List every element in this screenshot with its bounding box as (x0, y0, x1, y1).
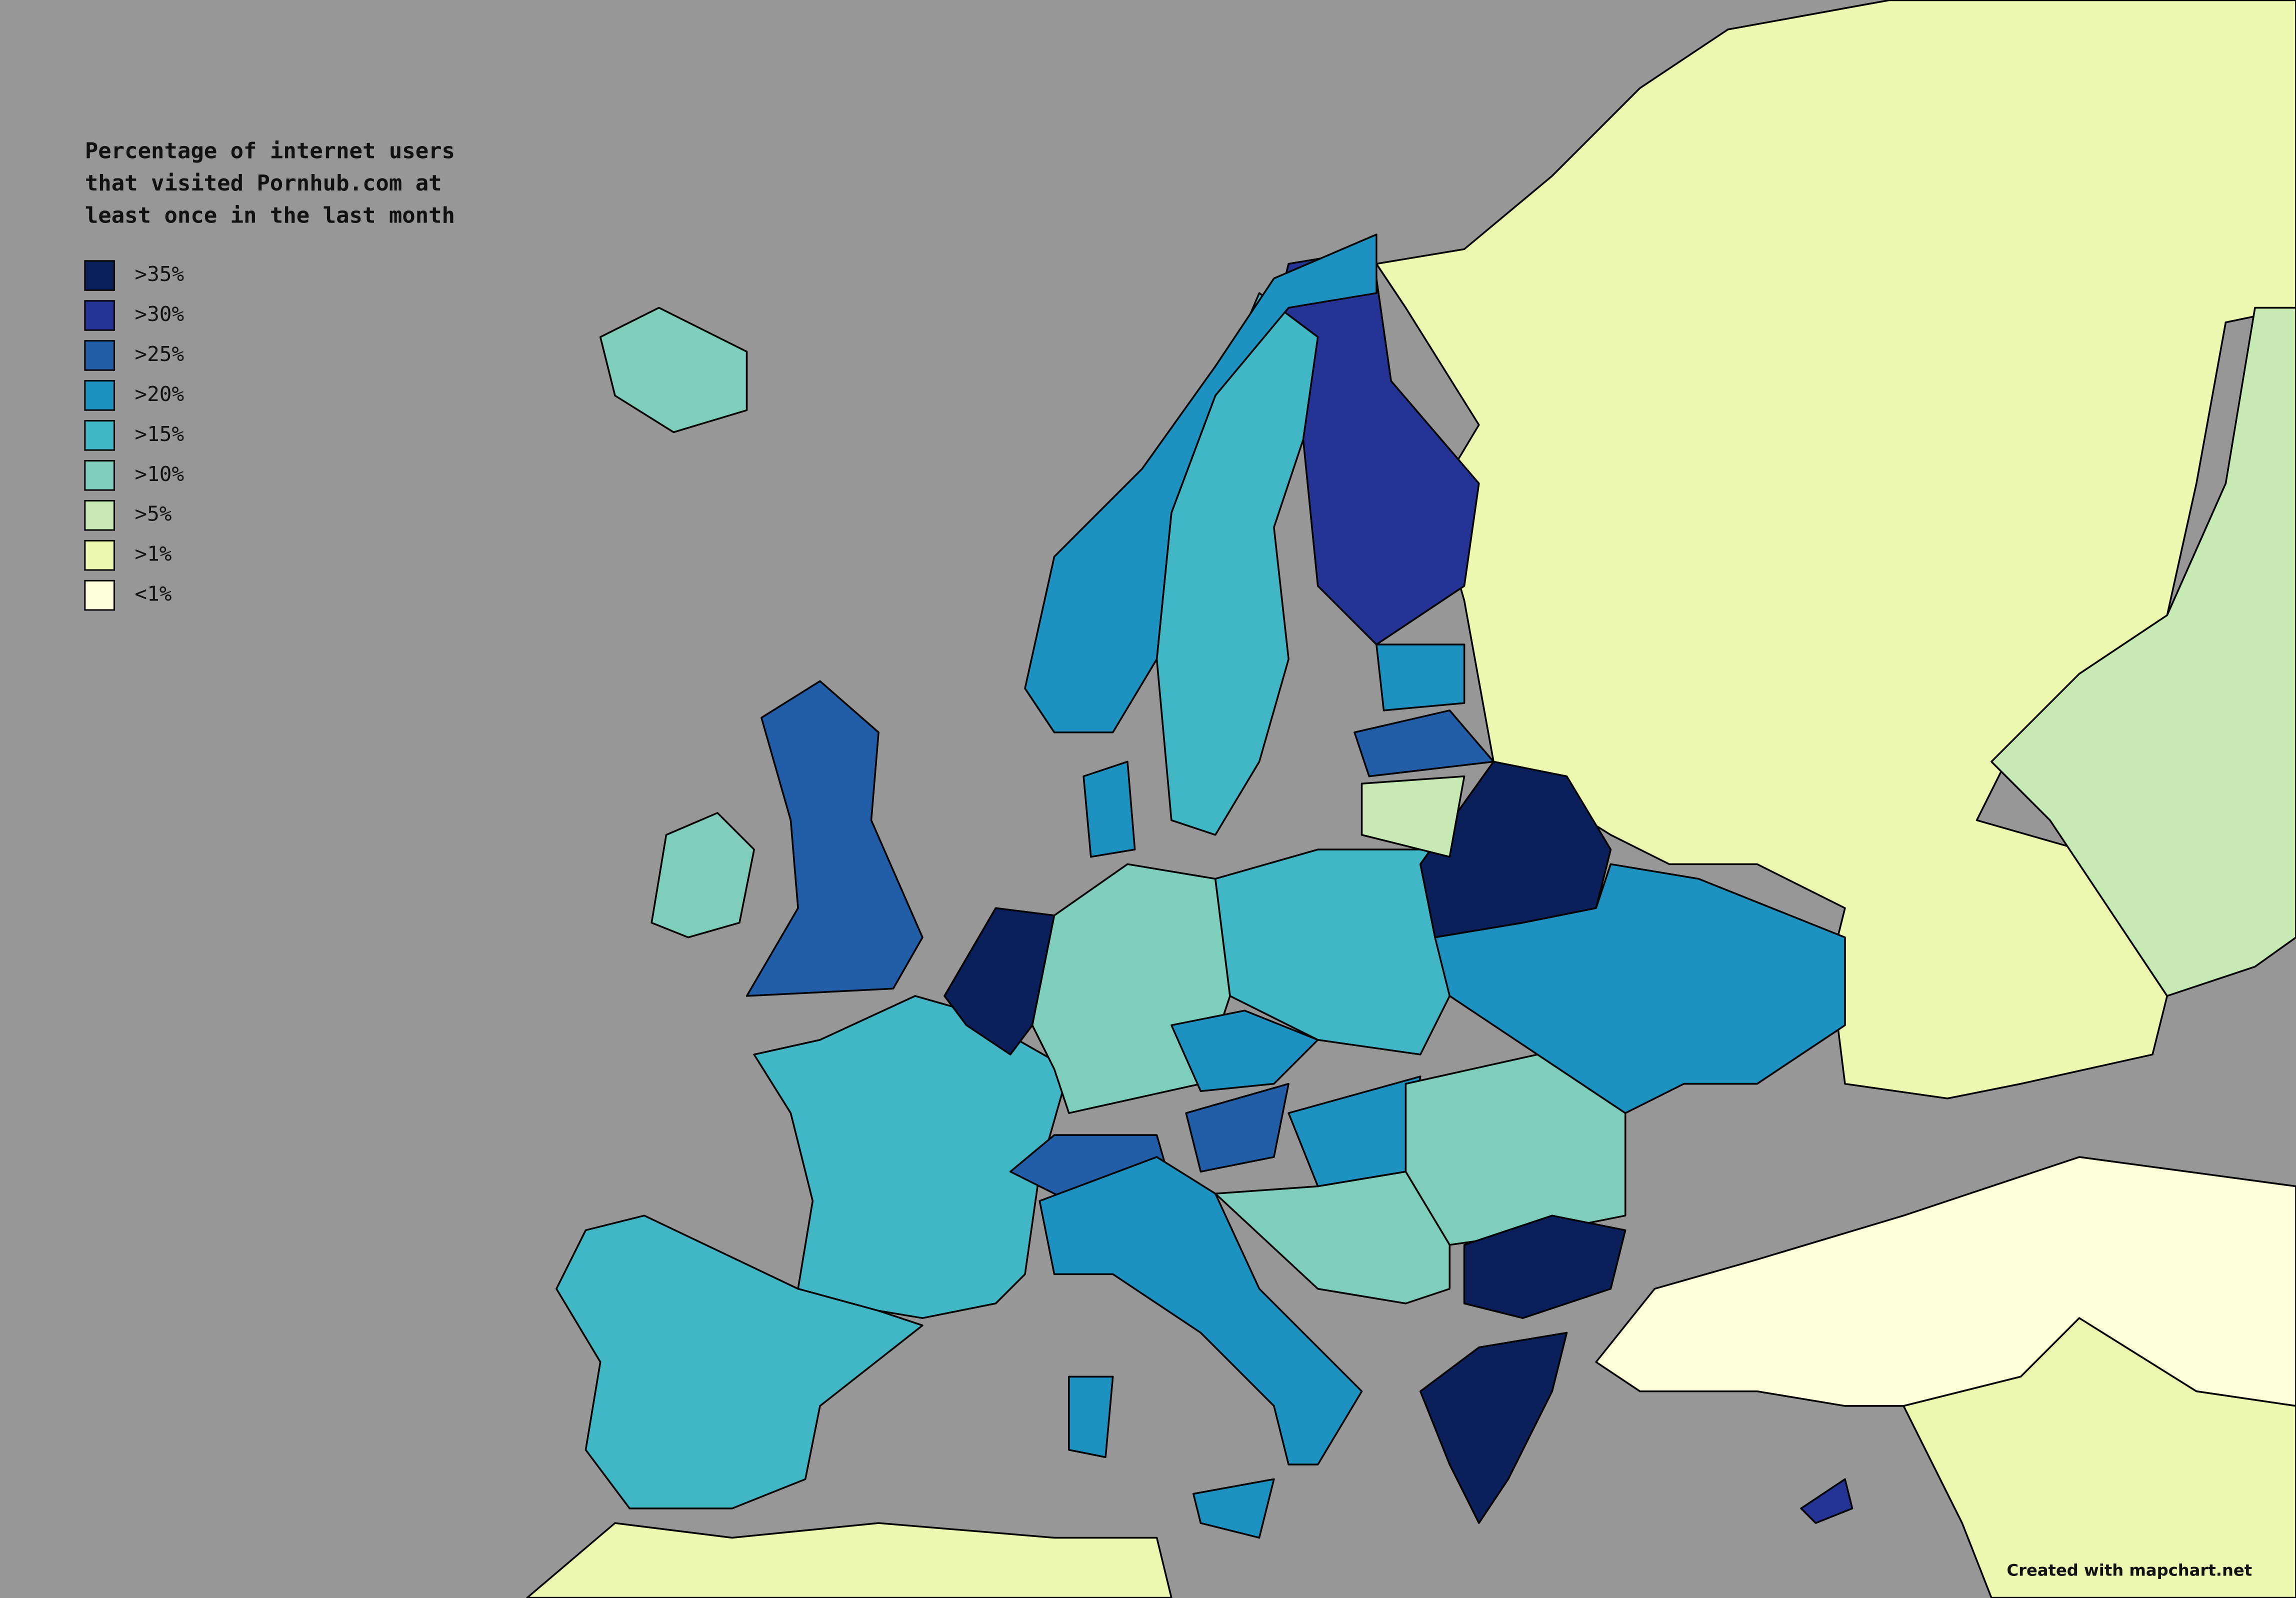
title-line: that visited Pornhub.com at (85, 170, 442, 196)
title-line: Percentage of internet users (85, 138, 455, 164)
countries (526, 0, 2296, 1598)
country (1185, 1082, 1290, 1173)
country (1434, 863, 1846, 1114)
legend-label: >25% (134, 342, 184, 366)
legend-label: >30% (134, 302, 184, 326)
country (526, 1522, 1172, 1598)
legend-swatch (84, 340, 115, 371)
title-line: least once in the last month (85, 203, 455, 228)
country (1214, 848, 1451, 1056)
country (1354, 710, 1494, 778)
legend: >35% >30% >25% >20% >15% >10% >5% >1% <1% (84, 260, 184, 611)
legend-swatch (84, 500, 115, 531)
country (1463, 1214, 1626, 1319)
country (753, 995, 1070, 1319)
country (1800, 1478, 1854, 1524)
legend-label: >10% (134, 462, 184, 486)
legend-swatch (84, 260, 115, 291)
legend-swatch (84, 420, 115, 451)
legend-swatch (84, 580, 115, 611)
country (1902, 1317, 2296, 1598)
legend-label: >35% (134, 262, 184, 286)
legend-swatch (84, 380, 115, 411)
legend-label: >20% (134, 382, 184, 406)
country (650, 812, 755, 938)
country (1419, 1332, 1568, 1524)
country (1192, 1478, 1275, 1539)
country (1082, 760, 1136, 858)
country (1990, 306, 2296, 997)
country (1376, 644, 1466, 712)
country (1038, 1156, 1363, 1466)
country (1214, 1170, 1451, 1304)
legend-label: <1% (134, 582, 172, 606)
legend-label: >15% (134, 422, 184, 446)
legend-label: >1% (134, 542, 172, 566)
country (556, 1214, 924, 1510)
country (1360, 775, 1466, 858)
legend-swatch (84, 460, 115, 491)
country (1024, 234, 1378, 734)
legend-swatch (84, 300, 115, 331)
country (746, 680, 924, 997)
legend-swatch (84, 540, 115, 571)
country (1170, 1010, 1319, 1092)
credit: Created with mapchart.net (2006, 1561, 2252, 1580)
country (1068, 1376, 1114, 1458)
legend-label: >5% (134, 502, 172, 526)
country (599, 306, 748, 434)
